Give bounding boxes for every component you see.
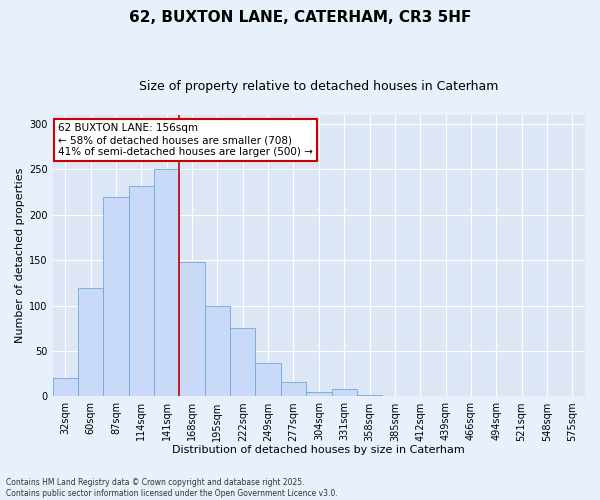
Text: 62, BUXTON LANE, CATERHAM, CR3 5HF: 62, BUXTON LANE, CATERHAM, CR3 5HF	[129, 10, 471, 25]
Bar	[230, 328, 256, 396]
Bar	[205, 306, 230, 396]
Text: Contains HM Land Registry data © Crown copyright and database right 2025.
Contai: Contains HM Land Registry data © Crown c…	[6, 478, 338, 498]
Bar	[179, 262, 205, 396]
Bar	[154, 170, 179, 396]
Bar	[306, 392, 332, 396]
Bar	[281, 382, 306, 396]
Bar	[129, 186, 154, 396]
Bar	[78, 288, 103, 397]
Bar	[103, 196, 129, 396]
Bar	[357, 394, 382, 396]
Bar	[53, 378, 78, 396]
Y-axis label: Number of detached properties: Number of detached properties	[15, 168, 25, 344]
Text: 62 BUXTON LANE: 156sqm
← 58% of detached houses are smaller (708)
41% of semi-de: 62 BUXTON LANE: 156sqm ← 58% of detached…	[58, 124, 313, 156]
Bar	[332, 389, 357, 396]
Bar	[256, 363, 281, 396]
X-axis label: Distribution of detached houses by size in Caterham: Distribution of detached houses by size …	[172, 445, 465, 455]
Title: Size of property relative to detached houses in Caterham: Size of property relative to detached ho…	[139, 80, 499, 93]
